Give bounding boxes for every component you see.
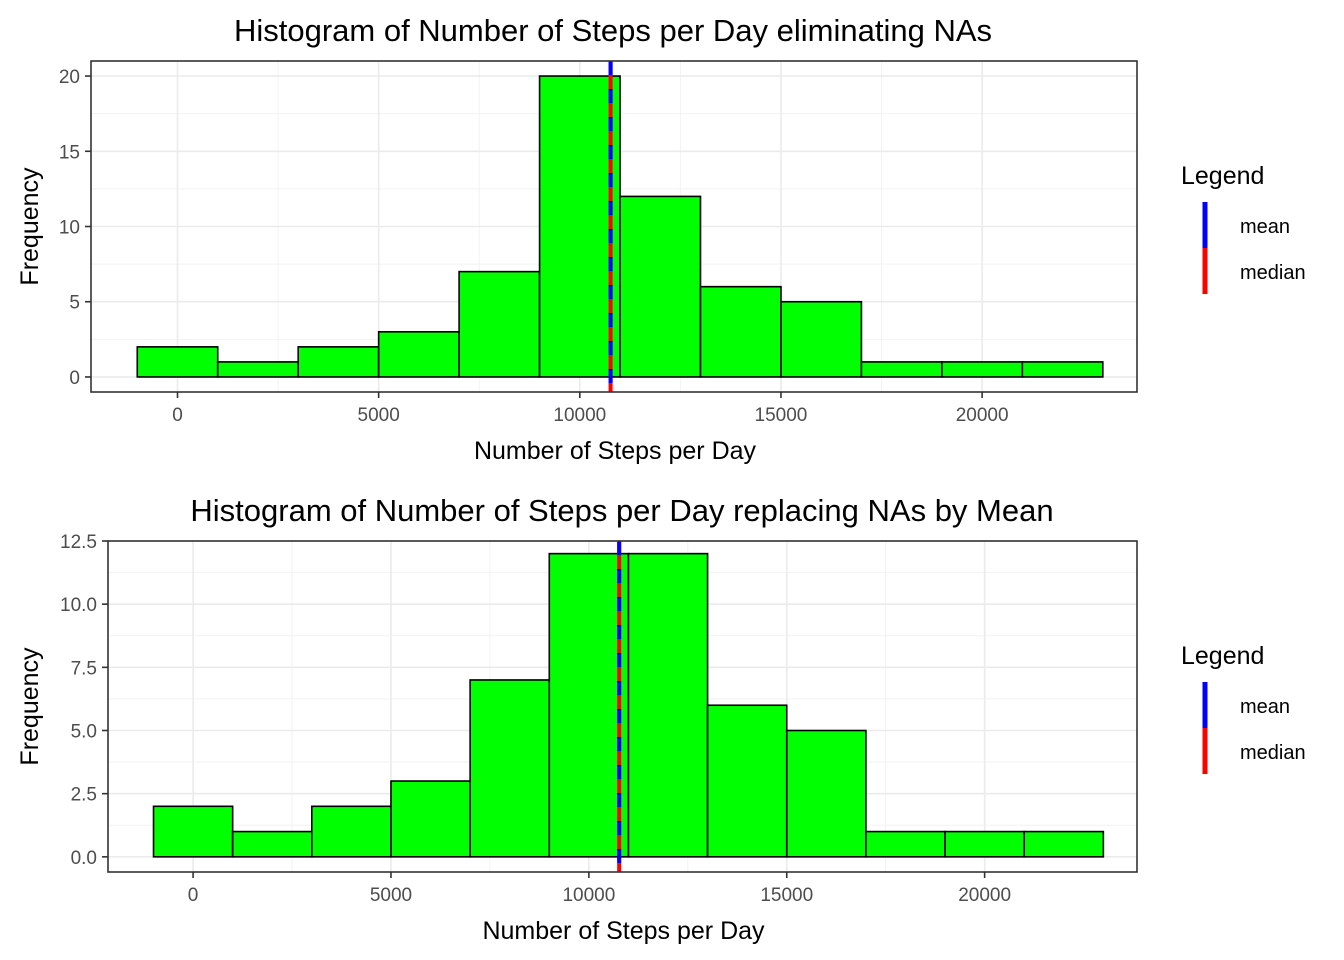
x-tick-label: 0 — [188, 885, 199, 906]
histogram-bar-5 — [538, 75, 621, 378]
y-tick-label: 20 — [59, 67, 80, 88]
x-tick-label: 20000 — [956, 405, 1009, 426]
histogram-bar-3 — [390, 780, 471, 858]
chart-bottom: 0 5000 10000 15000 20000 0.0 2.5 5.0 7.5 10.0 12.5… — [0, 480, 1344, 960]
chart-title: Histogram of Number of Steps per Day rep… — [190, 493, 1053, 528]
histogram-bar-0 — [152, 805, 234, 858]
histogram-bar-9 — [865, 830, 946, 858]
histogram-bar-10 — [944, 830, 1026, 858]
histogram-bar-9 — [860, 361, 943, 378]
x-axis-title: Number of Steps per Day — [482, 917, 765, 945]
x-tick-label: 10000 — [553, 405, 606, 426]
histogram-bar-6 — [627, 552, 709, 858]
y-tick-label: 15 — [59, 142, 80, 163]
x-tick-label: 0 — [172, 405, 183, 426]
legend-label-median: median — [1240, 742, 1306, 764]
histogram-bar-4 — [469, 679, 551, 858]
legend-label-median: median — [1240, 262, 1306, 284]
histogram-bar-3 — [377, 331, 460, 378]
histogram-bar-1 — [231, 830, 313, 858]
y-tick-label: 2.5 — [71, 785, 97, 806]
x-tick-label: 5000 — [370, 885, 412, 906]
histogram-bars — [152, 552, 1105, 858]
chart-title: Histogram of Number of Steps per Day eli… — [234, 13, 992, 48]
y-tick-label: 12.5 — [60, 532, 97, 553]
histogram-bar-6 — [619, 195, 702, 378]
y-tick-label: 10 — [59, 218, 80, 239]
y-axis-title: Frequency — [16, 167, 44, 286]
histogram-bar-10 — [941, 361, 1024, 378]
histogram-bar-2 — [297, 346, 380, 378]
histogram-bar-0 — [136, 346, 219, 378]
histogram-top: 0 5000 10000 15000 20000 0 5 10 15 20 Histogram of… — [16, 13, 1306, 465]
histogram-bar-11 — [1021, 361, 1104, 378]
y-tick-label: 10.0 — [60, 595, 97, 616]
y-axis-title: Frequency — [16, 647, 44, 766]
chart-top: 0 5000 10000 15000 20000 0 5 10 15 20 Histogram of… — [16, 13, 1306, 465]
plot-border — [107, 540, 1138, 873]
y-tick-label: 0.0 — [71, 848, 97, 869]
histogram-bar-7 — [706, 704, 788, 858]
y-tick-label: 5.0 — [71, 722, 97, 743]
histogram-bar-5 — [548, 552, 630, 858]
legend-label-mean: mean — [1240, 696, 1290, 718]
histogram-bar-8 — [785, 729, 867, 858]
x-axis-title: Number of Steps per Day — [474, 437, 757, 465]
x-tick-label: 10000 — [562, 885, 615, 906]
y-tick-label: 7.5 — [71, 658, 97, 679]
x-tick-label: 15000 — [760, 885, 813, 906]
histogram-bottom: 0 5000 10000 15000 20000 0.0 2.5 5.0 7.5 10.0 12.5… — [16, 493, 1306, 945]
legend: Legend mean median — [1181, 162, 1306, 294]
legend-title: Legend — [1181, 162, 1264, 190]
histogram-bar-4 — [458, 270, 541, 378]
x-tick-label: 20000 — [958, 885, 1011, 906]
legend-title: Legend — [1181, 642, 1264, 670]
x-tick-label: 15000 — [755, 405, 808, 426]
histogram-bar-2 — [311, 805, 392, 858]
histogram-bar-8 — [780, 300, 863, 378]
histogram-bar-7 — [699, 285, 782, 378]
legend: Legend mean median — [1181, 642, 1306, 774]
y-tick-label: 0 — [69, 368, 80, 389]
legend-label-mean: mean — [1240, 216, 1290, 238]
x-tick-label: 5000 — [358, 405, 400, 426]
histogram-bar-11 — [1023, 830, 1105, 858]
histogram-bar-1 — [216, 361, 299, 378]
y-tick-label: 5 — [69, 293, 80, 314]
histogram-bars — [136, 75, 1104, 378]
